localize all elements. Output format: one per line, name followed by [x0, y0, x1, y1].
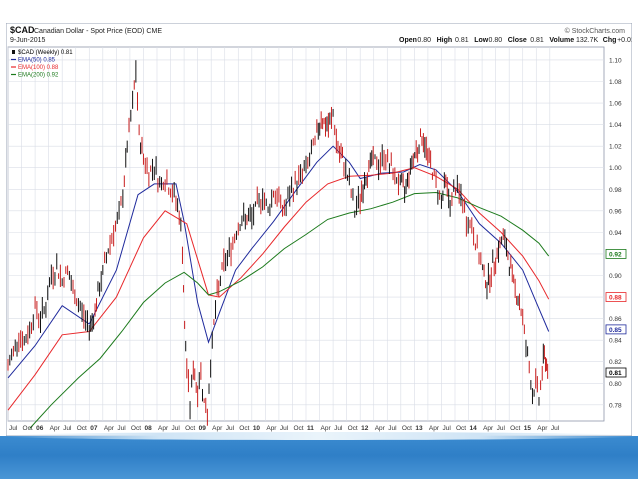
x-tick-label: Apr: [158, 425, 169, 432]
x-tick-label: Jul: [497, 425, 506, 432]
price-tag-label: 0.85: [609, 327, 622, 334]
y-tick-label: 1.04: [609, 122, 622, 129]
quote-summary: Open 0.80 High 0.81 Low 0.80 Close 0.81 Volume 13…: [399, 37, 632, 44]
x-tick-label: 11: [307, 425, 314, 432]
x-tick-label: Jul: [280, 425, 289, 432]
x-tick-label: Oct: [510, 425, 520, 432]
ema-line-100: [7, 167, 550, 411]
x-tick-label: Jul: [334, 425, 343, 432]
legend-entry: EMA(200) 0.92: [18, 73, 59, 79]
slide-footer-band: [0, 432, 638, 479]
y-tick-label: 0.84: [609, 338, 622, 345]
price-tag-box: [605, 367, 627, 378]
y-tick-label: 1.10: [609, 57, 622, 64]
y-tick-label: 1.08: [609, 79, 622, 86]
x-tick-label: Apr: [429, 425, 440, 432]
price-chart: $CAD Canadian Dollar - Spot Price (EOD) …: [6, 23, 632, 436]
price-tag-box: [605, 324, 627, 335]
y-tick-label: 0.96: [609, 208, 622, 215]
quote-volume-value: 132.7K: [576, 37, 599, 44]
x-tick-label: Apr: [104, 425, 115, 432]
x-tick-label: Jul: [226, 425, 235, 432]
chart-date: 9-Jun-2015: [10, 37, 46, 44]
price-tag-box: [605, 249, 627, 259]
x-tick-label: Apr: [50, 425, 61, 432]
y-tick-label: 1.06: [609, 101, 622, 108]
x-tick-label: Apr: [212, 425, 223, 432]
price-tag-label: 0.88: [609, 295, 622, 302]
y-tick-label: 0.94: [609, 230, 622, 237]
chart-panel: $CAD Canadian Dollar - Spot Price (EOD) …: [6, 23, 632, 436]
quote-volume-label: Volume: [549, 37, 574, 44]
quote-high-label: High: [437, 37, 453, 44]
quote-chg-label: Chg: [603, 37, 617, 44]
x-tick-label: Oct: [23, 425, 33, 432]
quote-low-value: 0.80: [489, 37, 503, 44]
price-tags: 0.92 0.88 0.85 0.81: [605, 249, 627, 378]
x-tick-label: Apr: [537, 425, 548, 432]
grid-lines: [7, 46, 605, 422]
y-tick-label: 0.98: [609, 187, 622, 194]
x-tick-label: 12: [361, 425, 369, 432]
x-tick-label: 08: [144, 425, 152, 432]
x-tick-label: Apr: [321, 425, 332, 432]
x-tick-label: Oct: [402, 425, 412, 432]
x-tick-label: Apr: [483, 425, 494, 432]
y-tick-label: 1.00: [609, 165, 622, 172]
x-tick-label: 10: [253, 425, 261, 432]
x-tick-label: Jul: [388, 425, 397, 432]
quote-close-value: 0.81: [530, 37, 544, 44]
x-tick-label: Jul: [63, 425, 72, 432]
quote-chg-value: +0.01 (+0.90%): [617, 37, 632, 44]
x-tick-label: Oct: [131, 425, 141, 432]
x-tick-label: Jul: [117, 425, 126, 432]
price-tag-label: 0.92: [609, 251, 622, 258]
x-tick-label: Oct: [185, 425, 195, 432]
price-tag-label: 0.81: [609, 370, 622, 377]
x-tick-label: 06: [36, 425, 44, 432]
y-tick-label: 0.90: [609, 273, 622, 280]
quote-close-label: Close: [508, 37, 527, 44]
x-tick-label: 14: [470, 425, 478, 432]
y-tick-label: 0.78: [609, 402, 622, 409]
quote-low-label: Low: [474, 37, 489, 44]
x-tick-label: Apr: [266, 425, 277, 432]
source-credit: © StockCharts.com: [565, 27, 626, 35]
price-series: [7, 60, 549, 426]
chart-border: [6, 23, 632, 436]
legend-entry: EMA(50) 0.85: [18, 58, 56, 64]
x-tick-label: 15: [524, 425, 532, 432]
legend-entry: EMA(100) 0.88: [18, 65, 59, 71]
x-tick-label: Jul: [442, 425, 451, 432]
x-tick-label: Jul: [9, 425, 18, 432]
x-axis: Jul Oct 06 Apr Jul Oct 07 Apr Jul Oct 08 Apr Jul Oct 0…: [9, 425, 560, 432]
x-tick-label: Jul: [172, 425, 181, 432]
x-tick-label: 13: [415, 425, 423, 432]
y-tick-label: 0.86: [609, 316, 622, 323]
quote-high-value: 0.81: [455, 37, 469, 44]
quote-open-value: 0.80: [417, 37, 431, 44]
x-tick-label: Oct: [239, 425, 249, 432]
legend-swatch: [12, 50, 15, 54]
x-tick-label: Apr: [375, 425, 386, 432]
x-tick-label: Oct: [77, 425, 87, 432]
x-tick-label: Oct: [348, 425, 358, 432]
instrument-description: Canadian Dollar - Spot Price (EOD) CME: [34, 28, 162, 35]
symbol-label: $CAD: [10, 25, 35, 35]
x-tick-label: Jul: [551, 425, 560, 432]
price-tag-box: [605, 292, 627, 302]
legend-entry: $CAD (Weekly) 0.81: [18, 50, 73, 56]
y-tick-label: 0.82: [609, 359, 622, 366]
x-tick-label: 09: [199, 425, 207, 432]
ema-line-200: [29, 191, 550, 429]
x-tick-label: Oct: [293, 425, 303, 432]
x-tick-label: 07: [90, 425, 98, 432]
y-tick-label: 1.02: [609, 144, 622, 151]
quote-open-label: Open: [399, 37, 417, 44]
x-tick-label: Oct: [456, 425, 466, 432]
y-tick-label: 0.80: [609, 381, 622, 388]
